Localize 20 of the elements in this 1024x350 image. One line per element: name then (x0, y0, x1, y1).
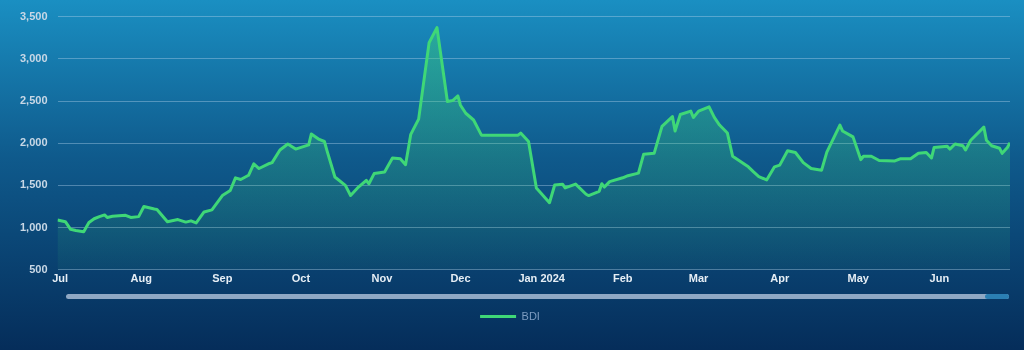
y-tick-label: 1,500 (20, 178, 48, 191)
y-tick-label: 3,000 (20, 51, 48, 64)
x-tick-label: Mar (688, 272, 710, 285)
x-tick-label: Jul (52, 272, 69, 285)
x-tick-label: May (847, 272, 870, 285)
y-tick-label: 1,000 (20, 220, 48, 233)
y-tick-label: 3,500 (20, 9, 48, 22)
x-tick-label: Feb (612, 272, 633, 285)
x-tick-label: Aug (130, 272, 152, 285)
y-tick-label: 2,500 (20, 94, 48, 107)
x-tick-label: Jan 2024 (518, 272, 566, 285)
y-tick-label: 2,000 (20, 136, 48, 149)
x-tick-label: Jun (929, 272, 950, 285)
x-tick-label: Dec (450, 272, 471, 285)
y-tick-label: 500 (29, 262, 48, 275)
x-tick-label: Apr (770, 272, 790, 285)
x-tick-label: Oct (291, 272, 311, 285)
legend-label: BDI (521, 309, 540, 322)
x-tick-label: Nov (371, 272, 394, 285)
x-tick-label: Sep (212, 272, 233, 285)
